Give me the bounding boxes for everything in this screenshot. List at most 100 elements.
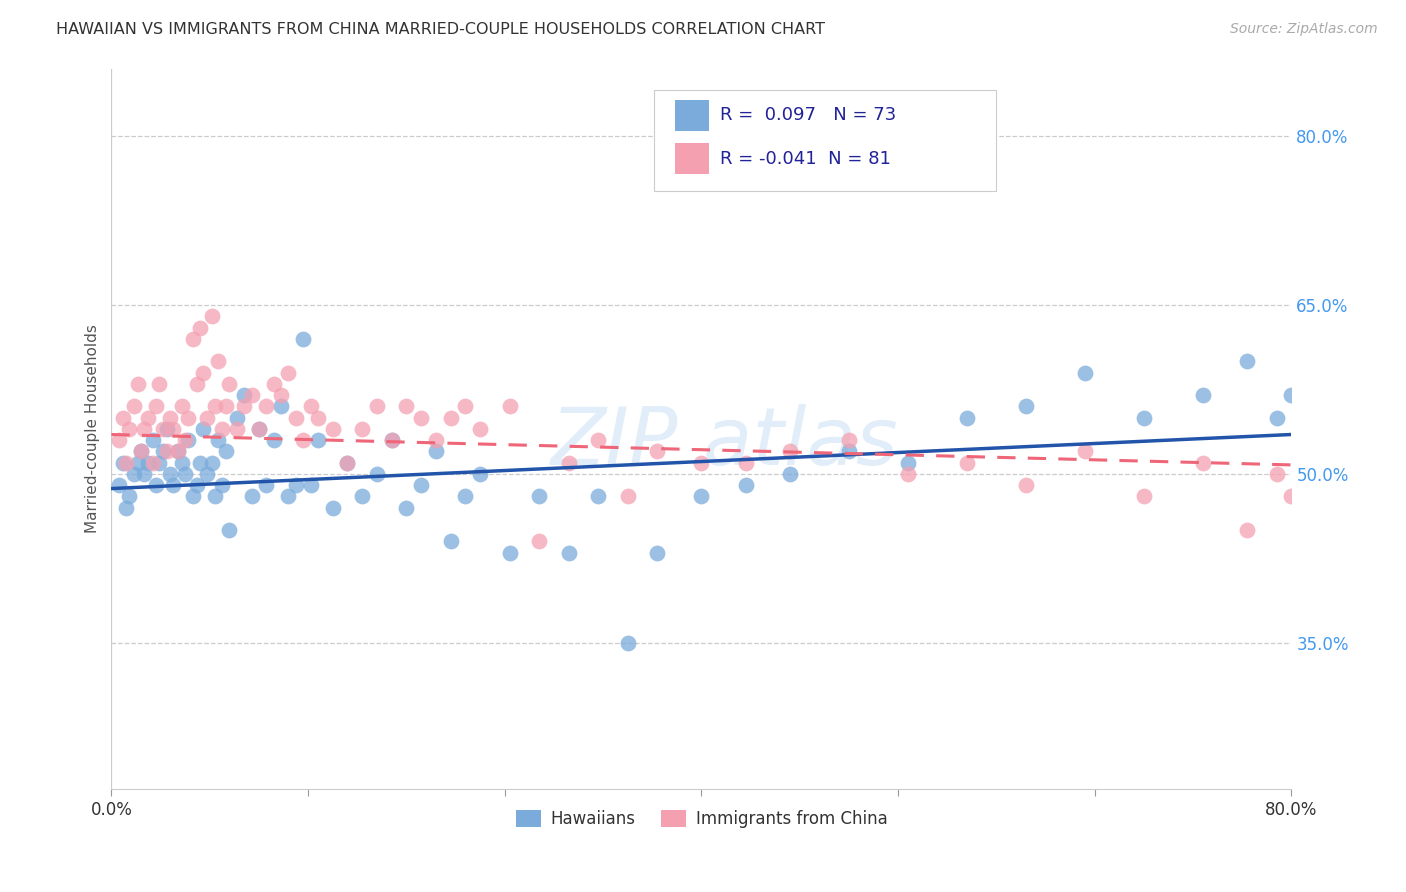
Point bbox=[322, 500, 344, 515]
Point bbox=[107, 433, 129, 447]
Point bbox=[107, 478, 129, 492]
Point bbox=[690, 490, 713, 504]
Point bbox=[136, 456, 159, 470]
Point bbox=[145, 400, 167, 414]
Point bbox=[425, 433, 447, 447]
Point bbox=[204, 490, 226, 504]
Point bbox=[129, 444, 152, 458]
Point bbox=[162, 422, 184, 436]
Point bbox=[166, 444, 188, 458]
Point bbox=[152, 444, 174, 458]
Point bbox=[118, 422, 141, 436]
Point bbox=[177, 433, 200, 447]
Point bbox=[292, 433, 315, 447]
Point bbox=[956, 456, 979, 470]
Point bbox=[1074, 366, 1097, 380]
Point bbox=[352, 490, 374, 504]
Point bbox=[527, 534, 550, 549]
Point bbox=[838, 444, 860, 458]
Point bbox=[218, 523, 240, 537]
Point bbox=[186, 376, 208, 391]
Point bbox=[122, 400, 145, 414]
Point bbox=[897, 456, 920, 470]
Point bbox=[440, 410, 463, 425]
Point bbox=[1236, 354, 1258, 368]
Point bbox=[132, 467, 155, 481]
Point bbox=[527, 490, 550, 504]
Point bbox=[204, 400, 226, 414]
Point bbox=[162, 478, 184, 492]
Point bbox=[186, 478, 208, 492]
Point bbox=[177, 410, 200, 425]
Point bbox=[247, 422, 270, 436]
Point bbox=[181, 332, 204, 346]
Point bbox=[115, 500, 138, 515]
Point bbox=[277, 366, 299, 380]
Point bbox=[292, 332, 315, 346]
Point bbox=[1074, 444, 1097, 458]
Bar bbox=[675, 144, 709, 174]
Point bbox=[240, 490, 263, 504]
Point bbox=[211, 422, 233, 436]
Point bbox=[1265, 467, 1288, 481]
Point bbox=[112, 410, 135, 425]
Point bbox=[779, 444, 801, 458]
Point bbox=[247, 422, 270, 436]
Point bbox=[127, 376, 149, 391]
Point bbox=[645, 546, 668, 560]
Point bbox=[263, 433, 285, 447]
Bar bbox=[654, 90, 997, 191]
Point bbox=[1368, 467, 1391, 481]
Point bbox=[211, 478, 233, 492]
Point bbox=[1133, 410, 1156, 425]
Legend: Hawaiians, Immigrants from China: Hawaiians, Immigrants from China bbox=[509, 804, 894, 835]
Point bbox=[254, 478, 277, 492]
Point bbox=[395, 500, 418, 515]
Point bbox=[838, 433, 860, 447]
Point bbox=[307, 410, 329, 425]
Point bbox=[201, 310, 224, 324]
Point bbox=[195, 410, 218, 425]
Point bbox=[172, 400, 194, 414]
Point bbox=[284, 410, 307, 425]
Point bbox=[381, 433, 404, 447]
Point bbox=[172, 456, 194, 470]
Point bbox=[240, 388, 263, 402]
Point bbox=[454, 400, 477, 414]
Point bbox=[1192, 456, 1215, 470]
Point bbox=[207, 433, 229, 447]
Point bbox=[1281, 490, 1303, 504]
Point bbox=[779, 467, 801, 481]
Text: R =  0.097   N = 73: R = 0.097 N = 73 bbox=[720, 106, 897, 124]
Point bbox=[690, 456, 713, 470]
Point bbox=[1354, 490, 1376, 504]
Point bbox=[174, 467, 197, 481]
Point bbox=[734, 478, 756, 492]
Point bbox=[225, 410, 247, 425]
Point bbox=[112, 456, 135, 470]
Point bbox=[122, 467, 145, 481]
Point bbox=[148, 376, 170, 391]
Point bbox=[152, 422, 174, 436]
Point bbox=[115, 456, 138, 470]
Point bbox=[270, 388, 292, 402]
Point bbox=[616, 490, 638, 504]
Point bbox=[381, 433, 404, 447]
Point bbox=[336, 456, 359, 470]
Point bbox=[201, 456, 224, 470]
Point bbox=[174, 433, 197, 447]
Point bbox=[188, 320, 211, 334]
Point bbox=[1133, 490, 1156, 504]
Point bbox=[132, 422, 155, 436]
Point bbox=[1295, 500, 1317, 515]
Point bbox=[159, 410, 181, 425]
Point bbox=[1015, 478, 1038, 492]
Point bbox=[586, 490, 609, 504]
Point bbox=[956, 410, 979, 425]
Point bbox=[352, 422, 374, 436]
Point bbox=[156, 422, 179, 436]
Point bbox=[645, 444, 668, 458]
Point bbox=[166, 444, 188, 458]
Y-axis label: Married-couple Households: Married-couple Households bbox=[86, 325, 100, 533]
Point bbox=[366, 467, 388, 481]
